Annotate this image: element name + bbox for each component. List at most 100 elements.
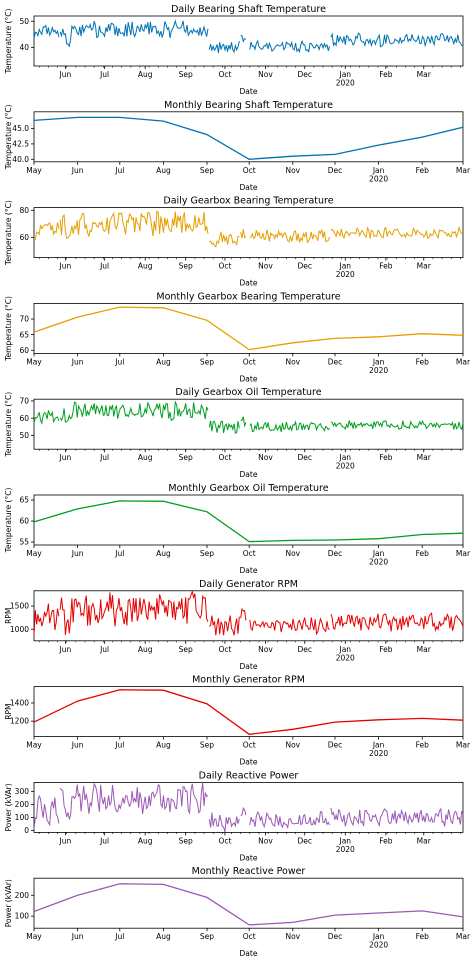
x-tick-label: Aug xyxy=(138,836,153,845)
series-line xyxy=(240,229,247,239)
series-line xyxy=(240,34,247,43)
series-line xyxy=(33,794,60,830)
x-axis-label: Date xyxy=(240,374,258,383)
y-tick-label: 65 xyxy=(19,496,29,505)
series-line xyxy=(240,607,247,621)
x-tick-label: May xyxy=(26,166,42,175)
y-tick-label: 100 xyxy=(15,912,30,921)
x-year-label: 2020 xyxy=(336,845,355,854)
x-tick-label: May xyxy=(26,357,42,366)
x-tick-label: Jan xyxy=(372,549,385,558)
x-tick-label: Jul xyxy=(99,645,109,654)
x-year-label: 2020 xyxy=(336,653,355,662)
chart-panel: Daily Gearbox Bearing Temperature 60 80 Tem… xyxy=(4,196,464,288)
y-tick-label: 50 xyxy=(19,431,29,440)
plot-frame xyxy=(33,302,464,354)
x-tick-label: Dec xyxy=(328,357,343,366)
x-tick-label: Feb xyxy=(416,166,430,175)
series-line xyxy=(59,589,209,635)
series-line xyxy=(33,603,60,636)
x-tick-label: Jul xyxy=(99,836,109,845)
x-tick-label: Aug xyxy=(156,932,171,941)
series-line xyxy=(249,420,330,433)
x-tick-label: Nov xyxy=(285,549,300,558)
series-line xyxy=(249,229,331,244)
y-axis-label: Power (kVAr) xyxy=(4,879,13,927)
y-tick-label: 100 xyxy=(15,813,30,822)
x-tick-label: Mar xyxy=(417,645,432,654)
x-tick-label: Nov xyxy=(258,645,273,654)
x-tick-label: Jun xyxy=(71,357,84,366)
y-tick-label: 60 xyxy=(19,346,29,355)
x-tick-label: Jan xyxy=(339,645,352,654)
x-axis-label: Date xyxy=(240,470,258,479)
x-tick-label: Jun xyxy=(59,836,72,845)
x-tick-label: Aug xyxy=(138,70,153,79)
x-tick-label: Feb xyxy=(416,549,430,558)
y-tick-label: 42.5 xyxy=(12,139,29,148)
y-axis-label: Temperature (°C) xyxy=(4,392,13,458)
series-line xyxy=(33,24,60,40)
x-tick-label: Mar xyxy=(417,262,432,271)
x-tick-label: Jun xyxy=(59,645,72,654)
y-tick-label: 40.0 xyxy=(12,155,29,164)
x-tick-label: Mar xyxy=(456,932,471,941)
y-tick-label: 60 xyxy=(19,233,29,242)
x-tick-label: Jul xyxy=(99,70,109,79)
chart-panel: Monthly Gearbox Bearing Temperature 60 65 7… xyxy=(4,291,471,383)
x-tick-label: Oct xyxy=(243,741,256,750)
x-tick-label: Feb xyxy=(379,262,393,271)
x-tick-label: Feb xyxy=(379,645,393,654)
series-line xyxy=(59,782,209,821)
x-tick-label: Oct xyxy=(218,70,231,79)
x-tick-label: Sep xyxy=(179,453,193,462)
x-tick-label: Jun xyxy=(71,166,84,175)
x-tick-label: Mar xyxy=(417,836,432,845)
x-tick-label: Dec xyxy=(297,453,312,462)
x-tick-label: Nov xyxy=(285,741,300,750)
x-tick-label: Feb xyxy=(416,741,430,750)
series-line xyxy=(59,209,209,240)
x-tick-label: Aug xyxy=(156,741,171,750)
x-year-label: 2020 xyxy=(336,79,355,88)
series-line xyxy=(33,410,60,425)
chart-title: Daily Generator RPM xyxy=(199,579,298,590)
plot-frame xyxy=(33,111,464,163)
x-tick-label: Jul xyxy=(114,357,124,366)
x-tick-label: Oct xyxy=(218,645,231,654)
chart-title: Monthly Generator RPM xyxy=(192,675,305,686)
x-tick-label: Jan xyxy=(339,262,352,271)
x-tick-label: Aug xyxy=(156,166,171,175)
x-tick-label: Dec xyxy=(297,262,312,271)
x-axis-label: Date xyxy=(240,662,258,671)
series-line xyxy=(33,500,464,543)
series-line xyxy=(33,883,464,926)
plot-frame xyxy=(33,590,464,642)
x-tick-label: Dec xyxy=(328,932,343,941)
chart-title: Daily Gearbox Oil Temperature xyxy=(175,387,321,398)
x-tick-label: Jan xyxy=(372,357,385,366)
x-tick-label: May xyxy=(26,932,42,941)
y-axis-label: Temperature (°C) xyxy=(4,488,13,554)
chart-title: Monthly Gearbox Oil Temperature xyxy=(168,483,328,494)
x-tick-label: Dec xyxy=(297,70,312,79)
x-tick-label: Mar xyxy=(417,70,432,79)
y-tick-label: 65 xyxy=(19,330,29,339)
y-axis-label: RPM xyxy=(4,608,13,624)
x-tick-label: Mar xyxy=(417,453,432,462)
y-tick-label: 55 xyxy=(19,538,29,547)
x-tick-label: Sep xyxy=(179,836,193,845)
x-tick-label: Nov xyxy=(258,70,273,79)
x-axis-label: Date xyxy=(240,853,258,862)
chart-title: Daily Gearbox Bearing Temperature xyxy=(163,196,333,207)
x-tick-label: Jun xyxy=(59,70,72,79)
x-tick-label: Jan xyxy=(372,166,385,175)
x-tick-label: Jun xyxy=(59,453,72,462)
y-tick-label: 200 xyxy=(15,891,30,900)
x-tick-label: Oct xyxy=(243,357,256,366)
plot-frame xyxy=(33,207,464,259)
x-tick-label: Dec xyxy=(328,549,343,558)
